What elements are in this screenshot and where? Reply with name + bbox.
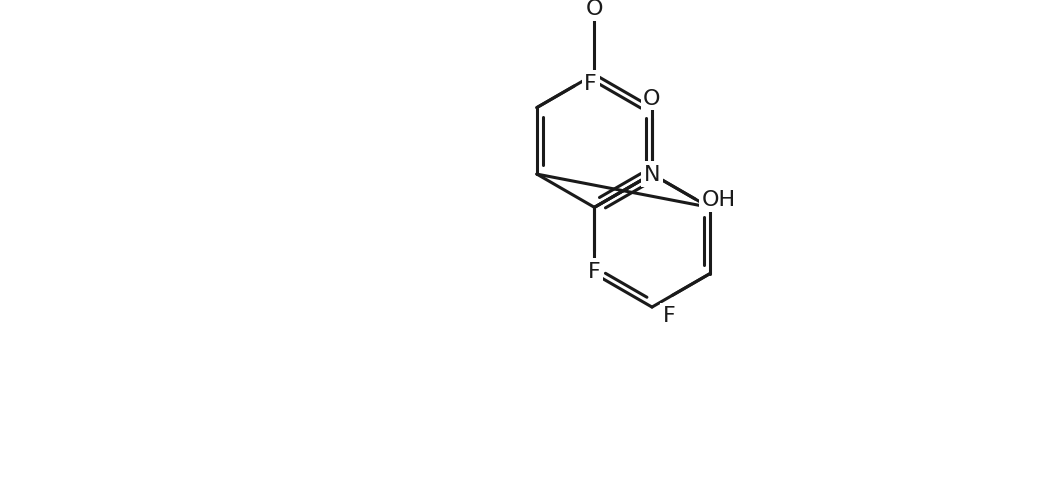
Text: F: F <box>662 306 675 326</box>
Text: F: F <box>589 261 601 281</box>
Text: O: O <box>644 88 661 108</box>
Text: F: F <box>584 74 597 94</box>
Text: O: O <box>585 0 603 19</box>
Text: OH: OH <box>702 190 736 209</box>
Text: N: N <box>644 165 660 184</box>
